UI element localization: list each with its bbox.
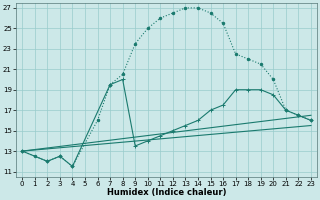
- X-axis label: Humidex (Indice chaleur): Humidex (Indice chaleur): [107, 188, 226, 197]
